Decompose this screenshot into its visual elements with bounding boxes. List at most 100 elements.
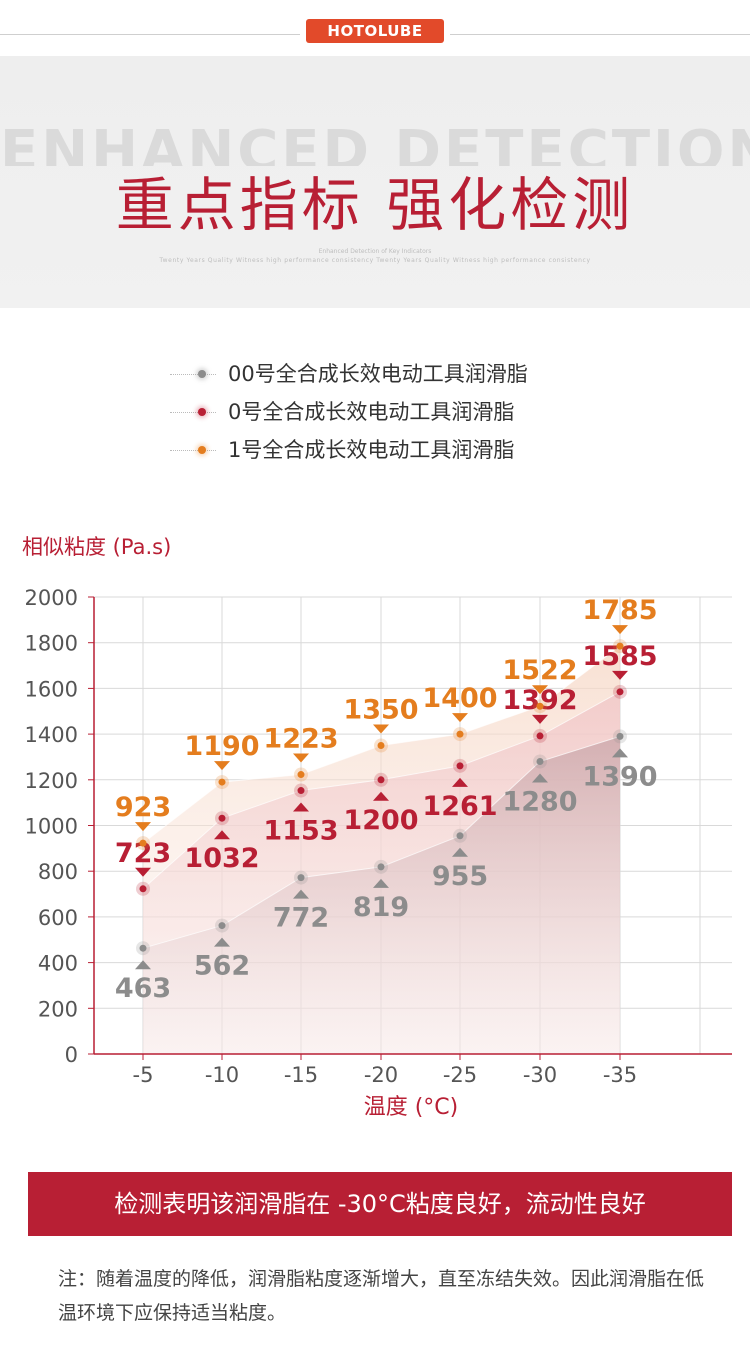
marker-down (452, 713, 468, 723)
marker-up (135, 960, 151, 970)
marker-up (293, 889, 309, 899)
y-tick-label: 600 (38, 906, 78, 930)
header-subtitle-2: Twenty Years Quality Witness high perfor… (159, 257, 591, 264)
data-point (139, 885, 147, 893)
data-point (297, 874, 305, 882)
legend-label: 1号全合成长效电动工具润滑脂 (228, 438, 515, 462)
data-point (456, 762, 464, 770)
y-tick-label: 1600 (25, 677, 78, 701)
marker-down (612, 670, 628, 680)
marker-down (532, 685, 548, 695)
marker-down (293, 753, 309, 763)
data-label: 1223 (263, 724, 338, 755)
header-subtitle-1: Enhanced Detection of Key Indicators (318, 248, 432, 255)
data-label: 562 (194, 951, 250, 982)
data-label: 923 (115, 792, 171, 823)
data-label: 955 (432, 861, 488, 892)
y-tick-label: 200 (38, 997, 78, 1021)
axes: 2000180016001400120010008006004002000-5-… (25, 586, 732, 1087)
marker-up (452, 847, 468, 857)
x-tick-label: -5 (133, 1063, 154, 1087)
x-tick-label: -10 (205, 1063, 239, 1087)
marker-down (214, 761, 230, 771)
x-tick-label: -35 (603, 1063, 637, 1087)
page-title: 重点指标 强化检测 (115, 171, 635, 239)
y-tick-label: 1400 (25, 723, 78, 747)
data-label: 1390 (582, 761, 657, 792)
marker-down (373, 724, 389, 734)
data-point (536, 732, 544, 740)
marker-up (612, 748, 628, 758)
y-tick-label: 2000 (25, 586, 78, 610)
x-tick-label: -20 (364, 1063, 398, 1087)
marker-up (452, 777, 468, 787)
data-point (616, 688, 624, 696)
legend-line (170, 374, 216, 375)
top-bar: HOTOLUBE (0, 0, 750, 56)
y-tick-label: 1800 (25, 632, 78, 656)
legend-dot-orange (198, 446, 206, 454)
marker-up (373, 791, 389, 801)
marker-up (214, 830, 230, 840)
data-point (377, 742, 385, 750)
marker-down (135, 867, 151, 877)
data-label: 1261 (422, 791, 497, 822)
data-point (377, 776, 385, 784)
data-point (616, 732, 624, 740)
data-label: 772 (273, 903, 329, 934)
legend-item-0: 0号全合成长效电动工具润滑脂 (170, 394, 630, 432)
data-point (456, 832, 464, 840)
brand-logo: HOTOLUBE (306, 19, 444, 43)
y-tick-label: 400 (38, 952, 78, 976)
y-tick-label: 800 (38, 860, 78, 884)
legend-label: 0号全合成长效电动工具润滑脂 (228, 400, 515, 424)
legend-item-00: 00号全合成长效电动工具润滑脂 (170, 356, 630, 394)
data-point (456, 730, 464, 738)
data-label: 1153 (263, 816, 338, 847)
data-label: 1280 (502, 787, 577, 818)
top-rule-right (450, 34, 750, 35)
top-rule-left (0, 34, 300, 35)
data-label: 1190 (184, 731, 259, 762)
marker-up (293, 802, 309, 812)
marker-down (612, 625, 628, 635)
data-point (139, 839, 147, 847)
data-point (139, 944, 147, 952)
data-point (616, 642, 624, 650)
legend-label: 00号全合成长效电动工具润滑脂 (228, 362, 528, 386)
data-point (297, 771, 305, 779)
data-label: 1522 (502, 655, 577, 686)
x-tick-label: -25 (443, 1063, 477, 1087)
y-axis-label: 相似粘度 (Pa.s) (22, 535, 171, 559)
y-tick-label: 1000 (25, 815, 78, 839)
area-0 (143, 736, 620, 1054)
data-point (536, 758, 544, 766)
data-label: 819 (353, 892, 409, 923)
y-tick-label: 0 (65, 1043, 78, 1067)
marker-down (532, 714, 548, 724)
x-axis-label: 温度 (°C) (364, 1095, 459, 1120)
data-label: 1400 (422, 683, 497, 714)
legend-dot-grey (198, 370, 206, 378)
legend-dot-red (198, 408, 206, 416)
data-label: 1200 (343, 805, 418, 836)
marker-down (135, 822, 151, 832)
data-point (218, 778, 226, 786)
marker-up (373, 878, 389, 888)
viscosity-chart: 相似粘度 (Pa.s) 2000180016001400120010008006… (22, 535, 732, 1120)
data-label: 1350 (343, 695, 418, 726)
marker-up (214, 937, 230, 947)
data-point (536, 702, 544, 710)
chart-legend: 00号全合成长效电动工具润滑脂 0号全合成长效电动工具润滑脂 1号全合成长效电动… (170, 356, 630, 470)
legend-line (170, 450, 216, 451)
header-bg-text: ENHANCED DETECTION (0, 122, 750, 166)
header-banner: ENHANCED DETECTION 重点指标 强化检测 Enhanced De… (0, 56, 750, 308)
data-label: 1032 (184, 843, 259, 874)
data-label: 1785 (582, 595, 657, 626)
data-point (218, 922, 226, 930)
marker-up (532, 773, 548, 783)
footnote: 注：随着温度的降低，润滑脂粘度逐渐增大，直至冻结失效。因此润滑脂在低温环境下应保… (58, 1268, 705, 1324)
data-point (218, 814, 226, 822)
data-point (377, 863, 385, 871)
